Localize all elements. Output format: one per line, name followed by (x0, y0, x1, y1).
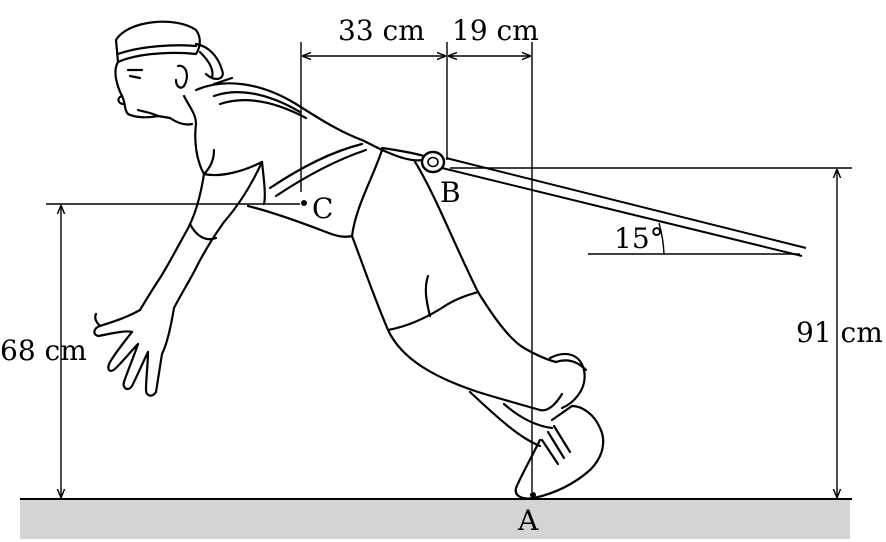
angle-arc (658, 222, 665, 255)
label-point-b: B (440, 176, 461, 209)
point-a-dot (530, 492, 536, 498)
label-point-a: A (517, 504, 539, 537)
label-19cm: 19 cm (452, 14, 539, 47)
ring-b (420, 150, 446, 174)
label-point-c: C (312, 192, 333, 225)
label-91cm: 91 cm (796, 316, 883, 349)
rope (441, 157, 807, 257)
label-68cm: 68 cm (0, 334, 87, 367)
label-33cm: 33 cm (338, 14, 425, 47)
point-c-dot (301, 200, 307, 206)
ground-slab (20, 499, 850, 539)
runner-figure (93, 20, 605, 500)
label-15deg: 15° (614, 222, 664, 255)
